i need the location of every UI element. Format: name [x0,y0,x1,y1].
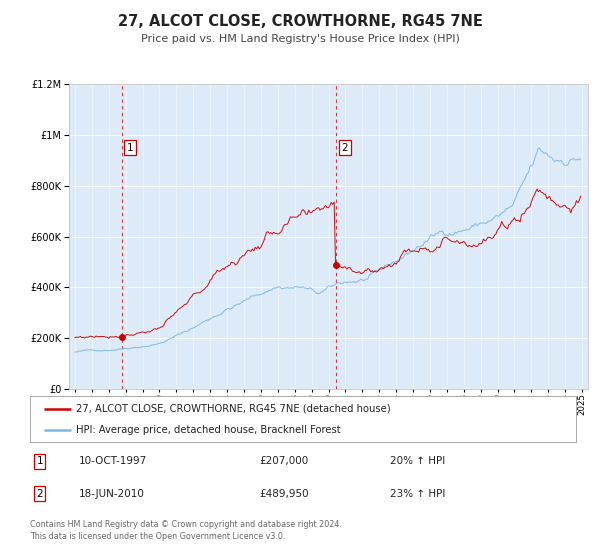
Text: 1: 1 [37,456,43,466]
Text: Price paid vs. HM Land Registry's House Price Index (HPI): Price paid vs. HM Land Registry's House … [140,34,460,44]
Text: 20% ↑ HPI: 20% ↑ HPI [391,456,446,466]
Text: HPI: Average price, detached house, Bracknell Forest: HPI: Average price, detached house, Brac… [76,425,341,435]
Text: £489,950: £489,950 [259,488,309,498]
Text: Contains HM Land Registry data © Crown copyright and database right 2024.: Contains HM Land Registry data © Crown c… [30,520,342,529]
Text: This data is licensed under the Open Government Licence v3.0.: This data is licensed under the Open Gov… [30,532,286,541]
Text: 10-OCT-1997: 10-OCT-1997 [79,456,148,466]
Text: 18-JUN-2010: 18-JUN-2010 [79,488,145,498]
Text: 2: 2 [341,143,348,152]
Text: 1: 1 [127,143,134,152]
Text: £207,000: £207,000 [259,456,308,466]
Text: 23% ↑ HPI: 23% ↑ HPI [391,488,446,498]
Text: 27, ALCOT CLOSE, CROWTHORNE, RG45 7NE (detached house): 27, ALCOT CLOSE, CROWTHORNE, RG45 7NE (d… [76,404,391,414]
Text: 27, ALCOT CLOSE, CROWTHORNE, RG45 7NE: 27, ALCOT CLOSE, CROWTHORNE, RG45 7NE [118,14,482,29]
Text: 2: 2 [37,488,43,498]
